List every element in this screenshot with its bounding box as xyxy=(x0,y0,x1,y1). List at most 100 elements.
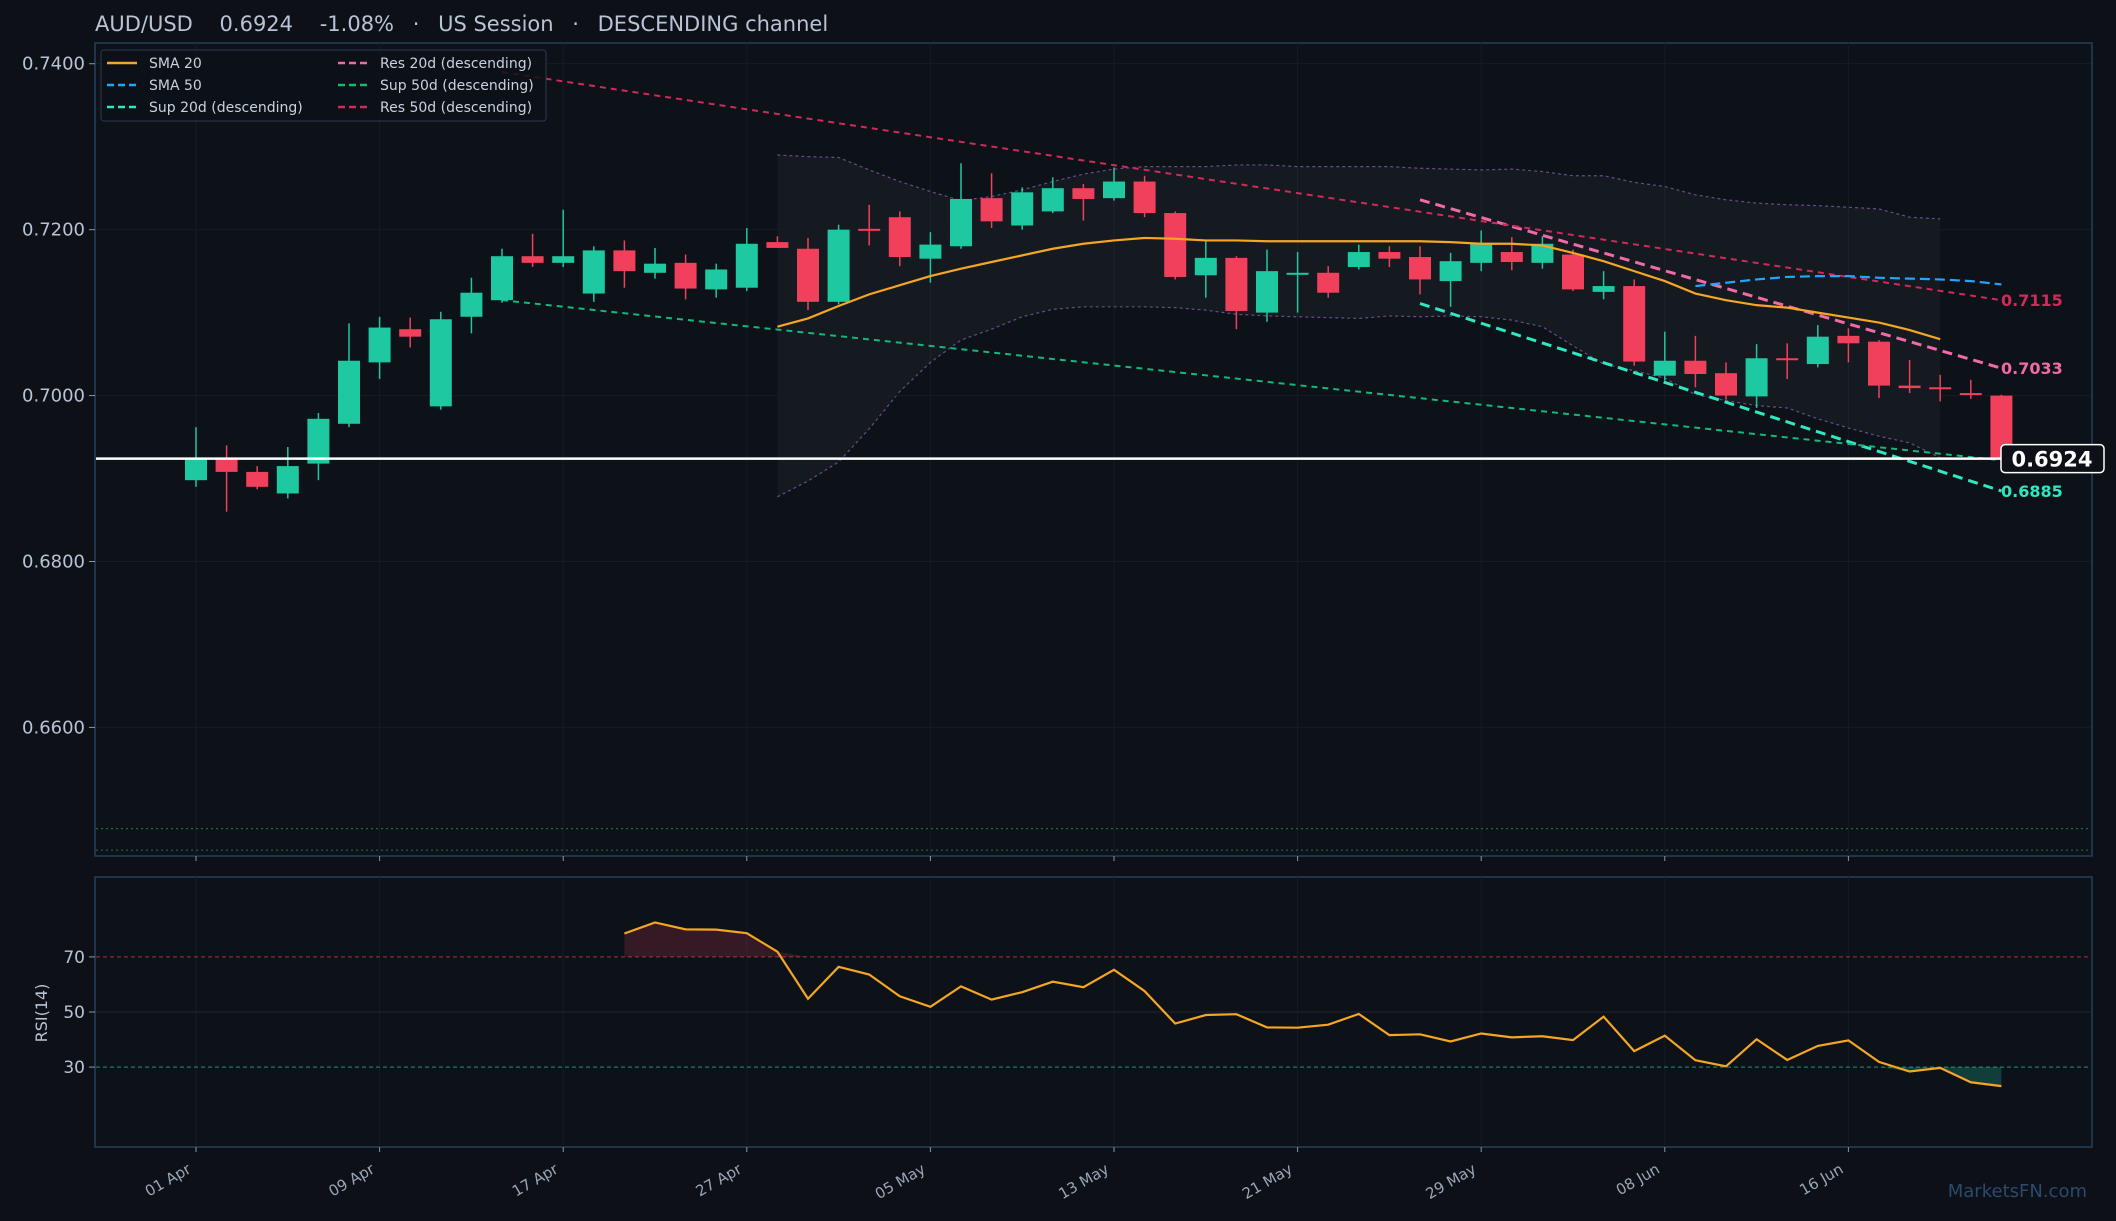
candle xyxy=(1929,374,1952,402)
candle-body xyxy=(307,418,330,464)
candle xyxy=(1164,211,1187,280)
candle xyxy=(276,447,299,499)
candle xyxy=(797,237,819,311)
trendline xyxy=(1419,302,2002,493)
legend-label: Res 50d (descending) xyxy=(380,100,532,116)
candles xyxy=(185,163,2013,512)
y-tick-label: 0.7200 xyxy=(22,220,85,241)
candle-body xyxy=(705,269,728,290)
candle xyxy=(552,209,575,267)
candle xyxy=(705,263,728,298)
rsi-overbought-fill xyxy=(685,929,717,957)
candle xyxy=(1470,230,1493,272)
candle xyxy=(950,163,972,249)
candle xyxy=(1898,359,1921,394)
candle-body xyxy=(246,471,269,487)
candle xyxy=(766,236,789,248)
last-price-badge xyxy=(2000,443,2105,474)
candle-body xyxy=(1317,272,1340,293)
candle xyxy=(1562,249,1584,292)
candle xyxy=(1592,271,1615,300)
candle-body xyxy=(1806,336,1829,365)
candle xyxy=(888,211,911,267)
candle xyxy=(307,412,330,481)
candle-body xyxy=(1684,360,1707,375)
candle-body xyxy=(1715,373,1737,396)
price-grid-vertical xyxy=(195,43,1849,856)
candle xyxy=(1317,266,1340,298)
candle xyxy=(674,254,697,300)
candle xyxy=(735,227,758,292)
candle xyxy=(521,233,544,267)
candle xyxy=(1837,328,1860,363)
candle-body xyxy=(1868,341,1890,386)
candle-body xyxy=(1837,335,1860,344)
chart-header: AUD/USD 0.6924 -1.08% · US Session · DES… xyxy=(95,12,828,36)
candle-body xyxy=(1256,271,1278,313)
legend-label: Sup 20d (descending) xyxy=(149,100,303,116)
y-tick-label: 0.6600 xyxy=(22,717,85,738)
legend-box xyxy=(100,49,547,122)
candle-body xyxy=(674,262,697,289)
candle-body xyxy=(521,256,544,263)
candle xyxy=(644,247,666,279)
candle xyxy=(1409,246,1431,295)
session-label: US Session xyxy=(438,12,554,36)
candle-body xyxy=(735,243,758,288)
candle-body xyxy=(1592,286,1615,292)
candle xyxy=(1011,187,1034,230)
candle xyxy=(1103,167,1125,201)
candle xyxy=(491,248,513,303)
candle-body xyxy=(1562,254,1584,290)
rsi-oversold-fill xyxy=(1970,1067,2002,1087)
candle xyxy=(460,277,483,334)
candle-body xyxy=(1959,393,1982,396)
candle xyxy=(827,224,850,305)
candle xyxy=(1286,252,1309,313)
candle xyxy=(338,323,360,428)
rsi-series xyxy=(624,921,2002,1088)
candle-body xyxy=(552,256,575,263)
trendline-end-label: 0.7115 xyxy=(2001,291,2063,310)
candle-body xyxy=(429,319,452,407)
candle xyxy=(1745,344,1768,409)
candle-body xyxy=(858,228,881,231)
candle-body xyxy=(1011,192,1034,226)
candle xyxy=(613,240,636,288)
candle xyxy=(215,445,238,512)
trendline xyxy=(501,299,2002,462)
candle-body xyxy=(1103,181,1125,199)
watermark: MarketsFN.com xyxy=(1948,1181,2087,1202)
candle-body xyxy=(1623,286,1646,362)
y-tick-label: 0.6800 xyxy=(22,551,85,572)
candle xyxy=(582,246,605,302)
last-price: 0.6924 xyxy=(96,443,2105,474)
candle xyxy=(1500,237,1523,271)
change-label: -1.08% xyxy=(320,12,394,36)
legend: SMA 20 Res 20d (descending) SMA 50 Sup 50d … xyxy=(100,49,547,122)
bollinger-bands xyxy=(777,154,1941,498)
candle-body xyxy=(980,198,1003,222)
rsi-overbought-fill xyxy=(716,929,747,957)
moving-averages xyxy=(777,236,2002,341)
candle xyxy=(185,427,207,487)
candle-body xyxy=(888,217,911,258)
candle-body xyxy=(399,329,422,337)
candle xyxy=(1715,362,1737,400)
trendlines xyxy=(501,71,2002,493)
candle-body xyxy=(185,459,207,481)
legend-label: Sup 50d (descending) xyxy=(380,78,534,94)
candle-body xyxy=(582,250,605,294)
candle-body xyxy=(1439,261,1462,282)
candle-body xyxy=(1898,385,1921,389)
candle-body xyxy=(1500,252,1523,263)
candle xyxy=(1133,175,1156,218)
candle-body xyxy=(460,292,483,317)
y-tick-label: 0.7000 xyxy=(22,386,85,407)
separator-1: · xyxy=(413,12,420,36)
price-panel-frame xyxy=(94,42,2093,857)
rsi-overbought-fill xyxy=(746,933,778,957)
rsi-overbought-fill xyxy=(655,922,686,957)
symbol-label: AUD/USD xyxy=(95,12,193,36)
